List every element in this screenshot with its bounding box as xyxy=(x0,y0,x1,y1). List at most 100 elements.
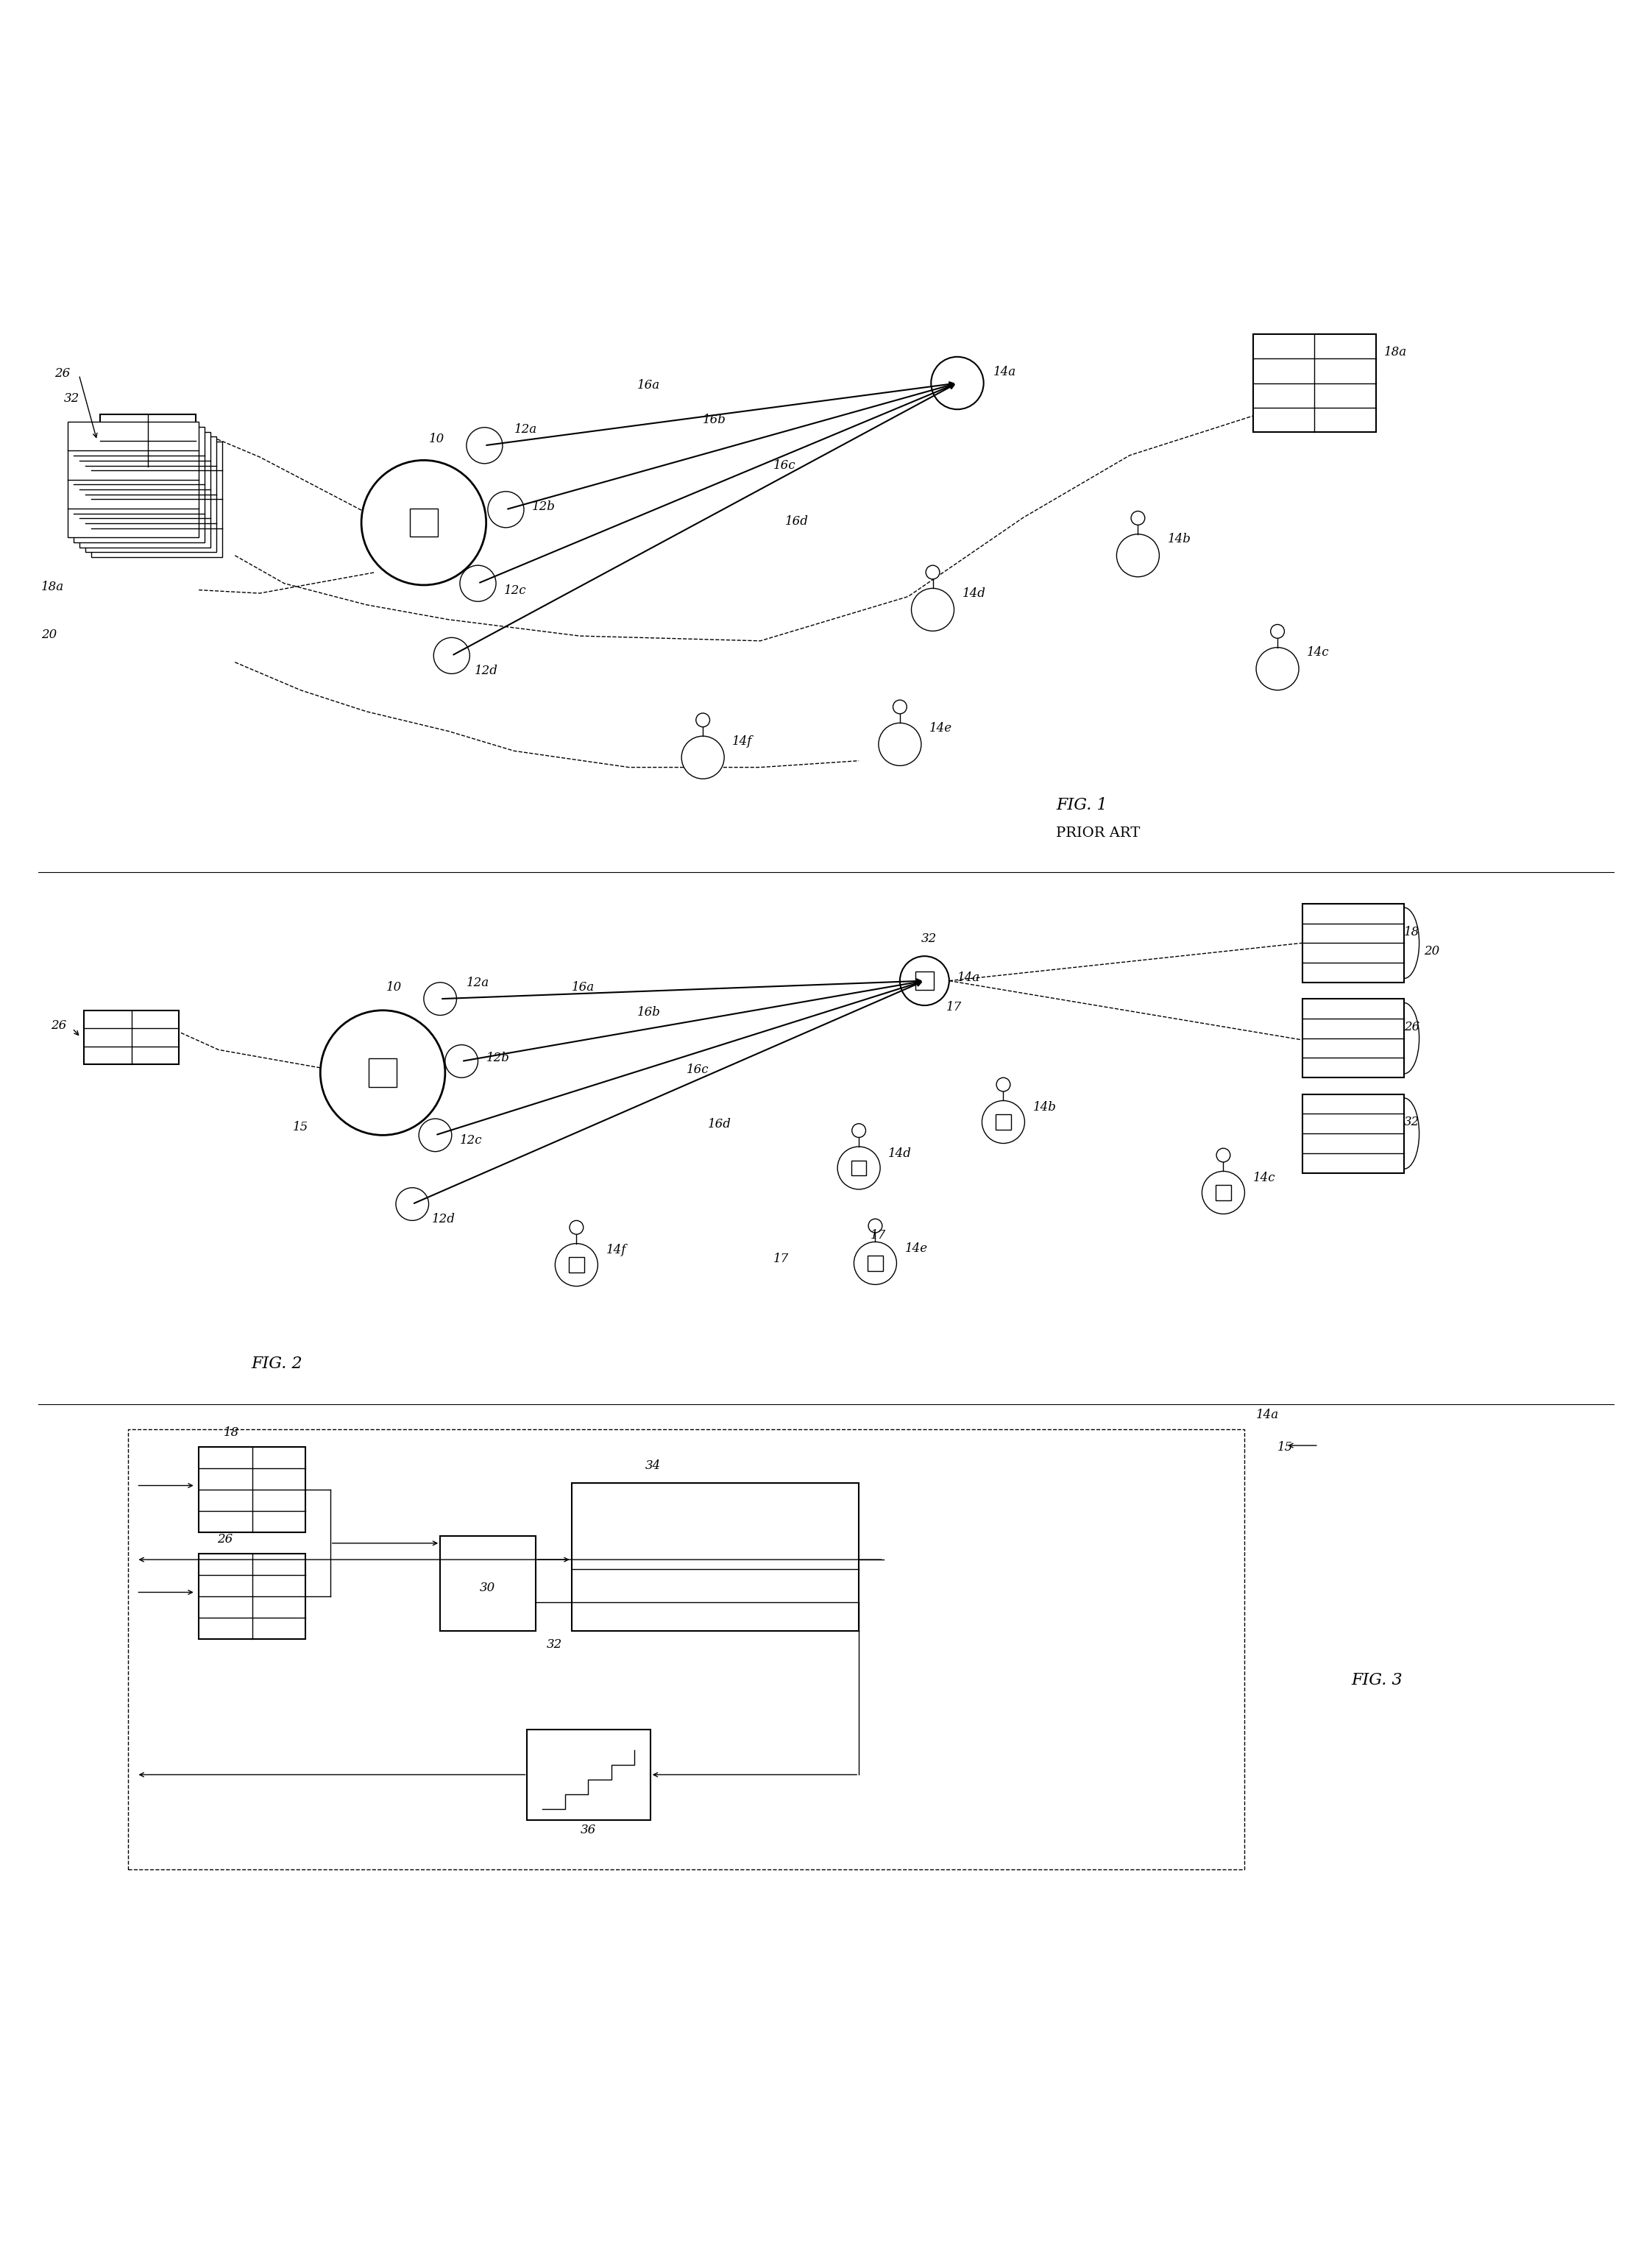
Bar xyxy=(996,1115,1011,1129)
Bar xyxy=(1302,904,1404,983)
Text: 20: 20 xyxy=(1424,945,1439,958)
Circle shape xyxy=(1270,624,1284,637)
Text: PRIOR ART: PRIOR ART xyxy=(1056,826,1140,839)
Text: 20: 20 xyxy=(41,628,56,642)
Bar xyxy=(91,442,223,557)
Text: 16d: 16d xyxy=(707,1118,732,1131)
Text: 12d: 12d xyxy=(474,664,499,678)
Text: 12c: 12c xyxy=(504,583,527,597)
Bar xyxy=(198,1447,306,1533)
Text: 14d: 14d xyxy=(889,1147,912,1160)
Circle shape xyxy=(555,1243,598,1286)
Circle shape xyxy=(466,426,502,465)
Bar xyxy=(84,1010,178,1064)
Bar xyxy=(568,1257,583,1272)
Text: 32: 32 xyxy=(64,393,79,404)
Bar xyxy=(73,426,205,543)
Text: 14e: 14e xyxy=(905,1243,928,1254)
Bar xyxy=(79,431,211,548)
Circle shape xyxy=(320,1010,444,1135)
Circle shape xyxy=(854,1241,897,1284)
Bar xyxy=(86,438,216,552)
Circle shape xyxy=(981,1100,1024,1144)
Text: 14c: 14c xyxy=(1252,1171,1275,1185)
Circle shape xyxy=(1132,512,1145,525)
Text: 12b: 12b xyxy=(532,500,555,514)
Text: 16a: 16a xyxy=(572,981,595,994)
Circle shape xyxy=(932,357,983,408)
Circle shape xyxy=(912,588,955,631)
Text: 36: 36 xyxy=(580,1824,596,1836)
Text: 12d: 12d xyxy=(431,1214,456,1225)
Text: 18: 18 xyxy=(223,1427,240,1438)
Bar xyxy=(1252,334,1376,433)
Text: 14b: 14b xyxy=(1168,534,1191,545)
Text: 14b: 14b xyxy=(1032,1102,1056,1113)
Bar xyxy=(851,1160,866,1176)
Circle shape xyxy=(1256,649,1298,691)
Text: 34: 34 xyxy=(646,1459,661,1472)
Bar xyxy=(68,422,198,536)
Text: 14a: 14a xyxy=(958,972,980,985)
Circle shape xyxy=(838,1147,881,1189)
Circle shape xyxy=(396,1187,428,1221)
Circle shape xyxy=(459,565,496,601)
Text: 32: 32 xyxy=(922,931,937,945)
Bar xyxy=(1302,999,1404,1077)
Text: 12c: 12c xyxy=(459,1133,482,1147)
Text: 12b: 12b xyxy=(486,1052,509,1064)
Text: 10: 10 xyxy=(387,981,401,994)
Text: FIG. 3: FIG. 3 xyxy=(1351,1672,1403,1687)
Text: 18: 18 xyxy=(1404,925,1419,938)
Bar xyxy=(129,1429,1244,1869)
Text: 15: 15 xyxy=(292,1122,307,1133)
Text: 16a: 16a xyxy=(638,379,661,390)
Bar xyxy=(198,1553,306,1640)
Text: 26: 26 xyxy=(216,1533,233,1546)
Text: 16b: 16b xyxy=(702,413,727,426)
Text: 10: 10 xyxy=(428,433,444,447)
Circle shape xyxy=(996,1077,1011,1091)
Circle shape xyxy=(1216,1149,1231,1162)
Text: 14e: 14e xyxy=(930,723,952,734)
Text: 14f: 14f xyxy=(732,736,753,747)
Text: FIG. 1: FIG. 1 xyxy=(1056,797,1107,812)
Circle shape xyxy=(879,723,922,765)
Text: 14a: 14a xyxy=(993,366,1016,379)
Text: 32: 32 xyxy=(547,1638,563,1652)
Bar xyxy=(410,509,438,536)
Text: FIG. 2: FIG. 2 xyxy=(251,1355,302,1371)
Circle shape xyxy=(444,1046,477,1077)
Bar xyxy=(915,972,933,990)
Text: 14c: 14c xyxy=(1307,646,1330,660)
Bar xyxy=(572,1483,859,1631)
Text: 17: 17 xyxy=(773,1252,790,1266)
Text: 26: 26 xyxy=(55,368,69,379)
Bar xyxy=(867,1257,882,1270)
Bar xyxy=(1302,1095,1404,1174)
Circle shape xyxy=(894,700,907,714)
Text: 12a: 12a xyxy=(466,976,489,990)
Circle shape xyxy=(425,983,456,1014)
Text: 26: 26 xyxy=(51,1019,66,1032)
Circle shape xyxy=(570,1221,583,1234)
Text: 18a: 18a xyxy=(41,581,64,592)
Bar xyxy=(368,1059,396,1086)
Bar xyxy=(101,415,195,467)
Circle shape xyxy=(900,956,950,1005)
Text: 32: 32 xyxy=(1404,1115,1419,1129)
Text: 16d: 16d xyxy=(785,516,808,527)
Text: 16b: 16b xyxy=(638,1005,661,1019)
Bar xyxy=(527,1730,651,1820)
Text: 18a: 18a xyxy=(1384,346,1408,359)
Text: 14f: 14f xyxy=(606,1243,626,1257)
Text: 14d: 14d xyxy=(961,588,986,599)
Circle shape xyxy=(362,460,486,586)
Circle shape xyxy=(852,1124,866,1138)
Text: 16c: 16c xyxy=(773,460,796,471)
Circle shape xyxy=(1117,534,1160,577)
Circle shape xyxy=(695,714,710,727)
Text: 15: 15 xyxy=(1277,1441,1294,1454)
Bar xyxy=(439,1535,535,1631)
Circle shape xyxy=(925,565,940,579)
